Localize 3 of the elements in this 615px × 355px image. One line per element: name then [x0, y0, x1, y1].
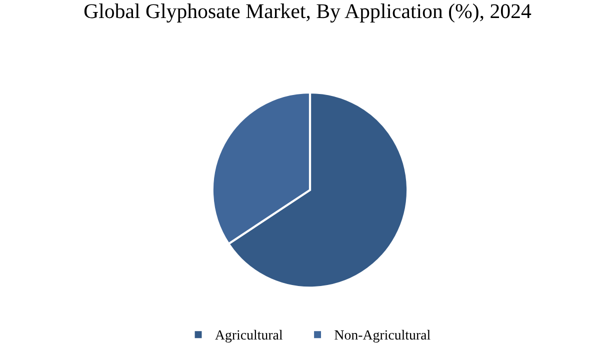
chart-title: Global Glyphosate Market, By Application (%), 2024 — [84, 4, 532, 22]
legend-label: Agricultural — [215, 330, 283, 342]
legend-label: Non-Agricultural — [334, 330, 430, 342]
